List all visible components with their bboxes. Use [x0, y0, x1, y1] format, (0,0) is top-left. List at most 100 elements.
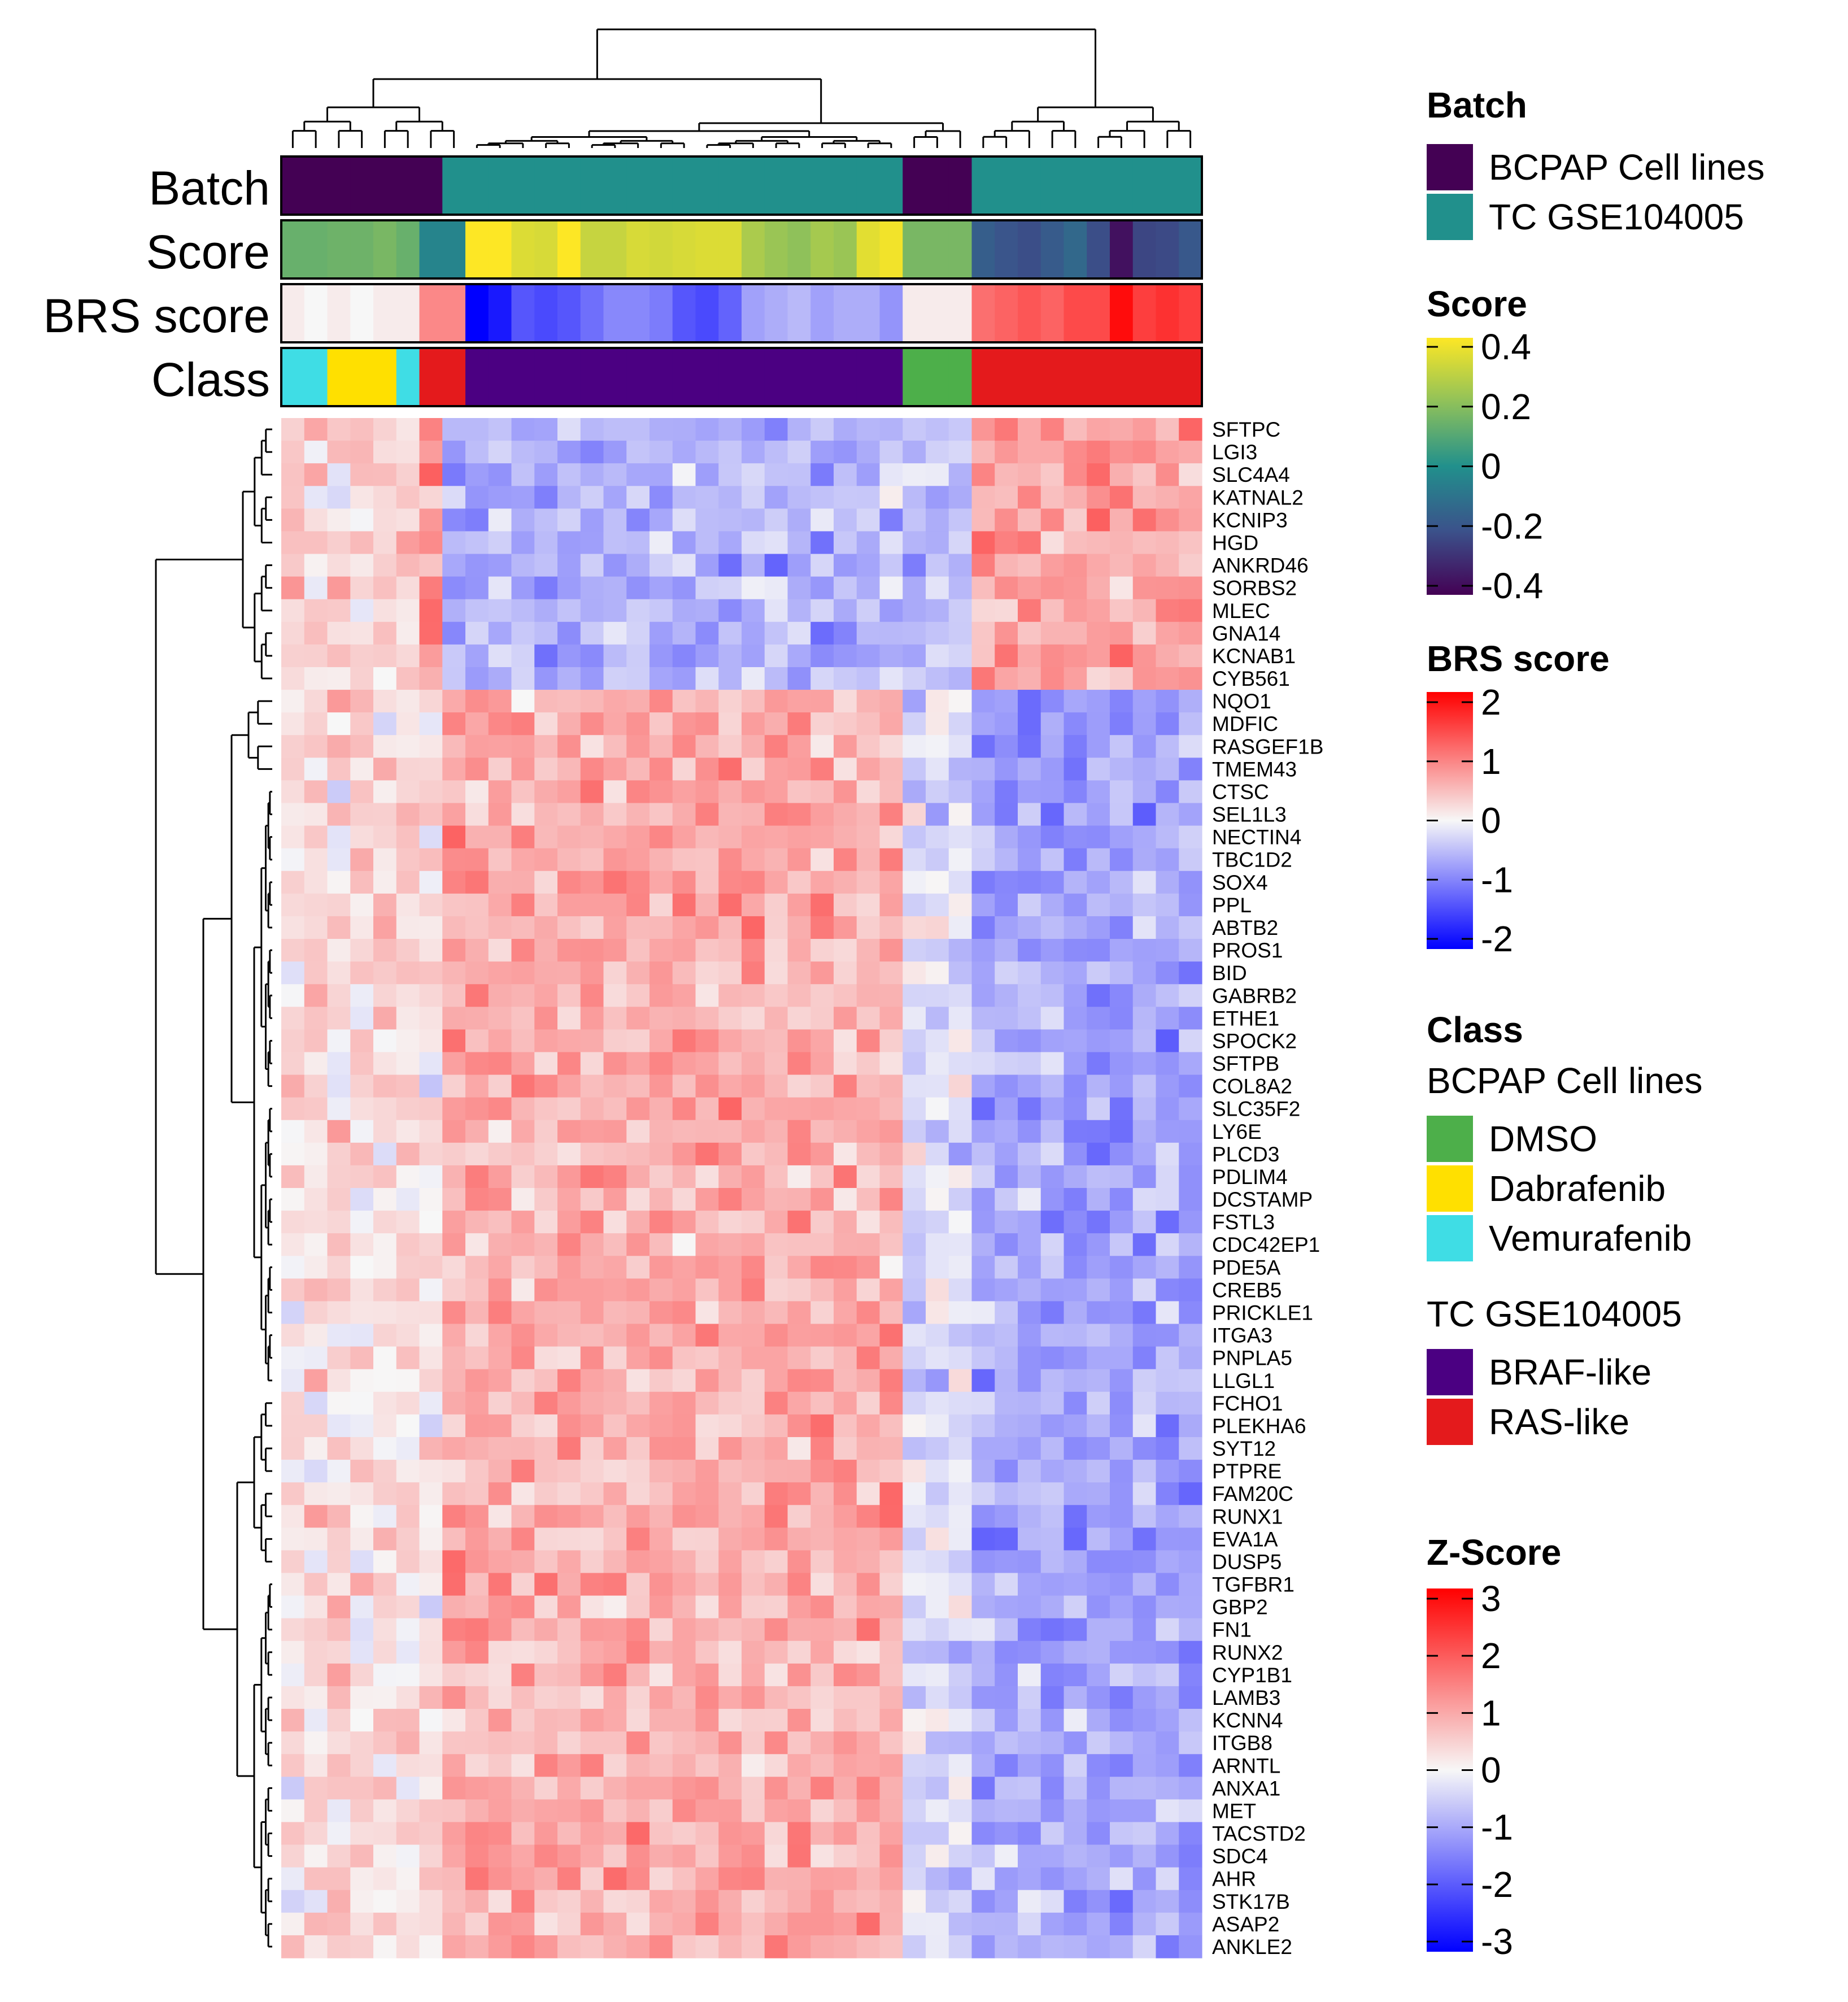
heatmap-cell — [557, 1278, 581, 1302]
heatmap-cell — [1156, 1391, 1179, 1415]
heatmap-cell — [1018, 576, 1041, 600]
heatmap-cell — [350, 1640, 374, 1664]
heatmap-cell — [787, 531, 811, 555]
heatmap-cell — [1156, 871, 1179, 894]
heatmap-cell — [304, 1935, 328, 1959]
heatmap-cell — [534, 644, 558, 668]
heatmap-cell — [695, 644, 719, 668]
heatmap-cell — [834, 1527, 857, 1551]
heatmap-cell — [971, 531, 995, 555]
heatmap-cell — [442, 1912, 466, 1936]
heatmap-cell — [396, 893, 420, 917]
heatmap-cell — [1156, 441, 1179, 464]
heatmap-cell — [304, 848, 328, 872]
heatmap-cell — [742, 1414, 765, 1438]
heatmap-cell — [650, 1482, 673, 1505]
brs-cell — [695, 284, 719, 342]
heatmap-cell — [304, 1844, 328, 1868]
heatmap-cell — [810, 1211, 834, 1234]
heatmap-cell — [1087, 418, 1110, 441]
heatmap-cell — [1110, 961, 1134, 985]
heatmap-cell — [971, 961, 995, 985]
heatmap-cell — [764, 1640, 788, 1664]
heatmap-cell — [856, 1890, 881, 1913]
heatmap-cell — [672, 1686, 696, 1709]
heatmap-cell — [856, 1346, 881, 1370]
heatmap-cell — [373, 1890, 397, 1913]
batch-cell — [1087, 156, 1110, 215]
heatmap-cell — [995, 1527, 1018, 1551]
heatmap-cell — [764, 644, 788, 668]
heatmap-cell — [465, 644, 489, 668]
heatmap-cell — [742, 939, 765, 962]
heatmap-cell — [534, 1278, 558, 1302]
heatmap-cell — [1087, 961, 1110, 985]
heatmap-cell — [926, 441, 949, 464]
class-cell — [281, 348, 305, 406]
heatmap-cell — [511, 1777, 535, 1800]
heatmap-cell — [396, 1935, 420, 1959]
class-cell — [603, 348, 627, 406]
heatmap-cell — [442, 1120, 466, 1143]
heatmap-cell — [327, 961, 351, 985]
heatmap-cell — [534, 893, 558, 917]
heatmap-cell — [926, 1301, 949, 1325]
heatmap-cell — [465, 1777, 489, 1800]
heatmap-cell — [396, 1256, 420, 1279]
class-cell — [1110, 348, 1134, 406]
heatmap-cell — [718, 848, 742, 872]
heatmap-cell — [534, 690, 558, 713]
heatmap-cell — [373, 735, 397, 758]
heatmap-cell — [718, 1211, 742, 1234]
heatmap-cell — [718, 554, 742, 577]
heatmap-cell — [580, 1663, 604, 1687]
heatmap-cell — [465, 621, 489, 645]
heatmap-cell — [810, 1324, 834, 1347]
heatmap-cell — [650, 1120, 673, 1143]
heatmap-cell — [327, 1460, 351, 1483]
heatmap-cell — [971, 1505, 995, 1528]
heatmap-cell — [810, 1188, 834, 1211]
heatmap-cell — [1156, 531, 1179, 555]
heatmap-cell — [650, 1346, 673, 1370]
heatmap-cell — [787, 1595, 811, 1619]
heatmap-cell — [1156, 1822, 1179, 1846]
heatmap-cell — [742, 1346, 765, 1370]
heatmap-cell — [1132, 1142, 1157, 1166]
heatmap-cell — [1040, 554, 1065, 577]
heatmap-cell — [1040, 1074, 1065, 1098]
heatmap-cell — [1018, 780, 1041, 804]
heatmap-cell — [764, 780, 788, 804]
heatmap-cell — [1132, 1007, 1157, 1030]
heatmap-cell — [787, 486, 811, 509]
heatmap-cell — [488, 486, 512, 509]
heatmap-cell — [810, 1142, 834, 1166]
heatmap-cell — [810, 1369, 834, 1392]
heatmap-cell — [1179, 1052, 1202, 1076]
heatmap-cell — [787, 1120, 811, 1143]
heatmap-cell — [1040, 1029, 1065, 1053]
heatmap-cell — [1064, 1595, 1087, 1619]
heatmap-cell — [1087, 1482, 1110, 1505]
heatmap-cell — [810, 984, 834, 1007]
heatmap-cell — [327, 1731, 351, 1755]
heatmap-cell — [903, 1165, 926, 1189]
heatmap-cell — [1156, 486, 1179, 509]
heatmap-cell — [903, 1912, 926, 1936]
score-cell — [557, 220, 581, 278]
heatmap-cell — [926, 1686, 949, 1709]
heatmap-cell — [810, 1233, 834, 1256]
heatmap-cell — [1064, 735, 1087, 758]
heatmap-cell — [534, 1640, 558, 1664]
heatmap-cell — [1087, 1618, 1110, 1642]
heatmap-cell — [834, 848, 857, 872]
heatmap-cell — [971, 690, 995, 713]
heatmap-cell — [834, 916, 857, 939]
heatmap-cell — [1179, 1890, 1202, 1913]
heatmap-cell — [626, 848, 650, 872]
heatmap-cell — [695, 1663, 719, 1687]
heatmap-cell — [281, 599, 305, 623]
annotation-tracks — [280, 155, 1203, 407]
heatmap-cell — [718, 1799, 742, 1823]
heatmap-cell — [995, 1912, 1018, 1936]
